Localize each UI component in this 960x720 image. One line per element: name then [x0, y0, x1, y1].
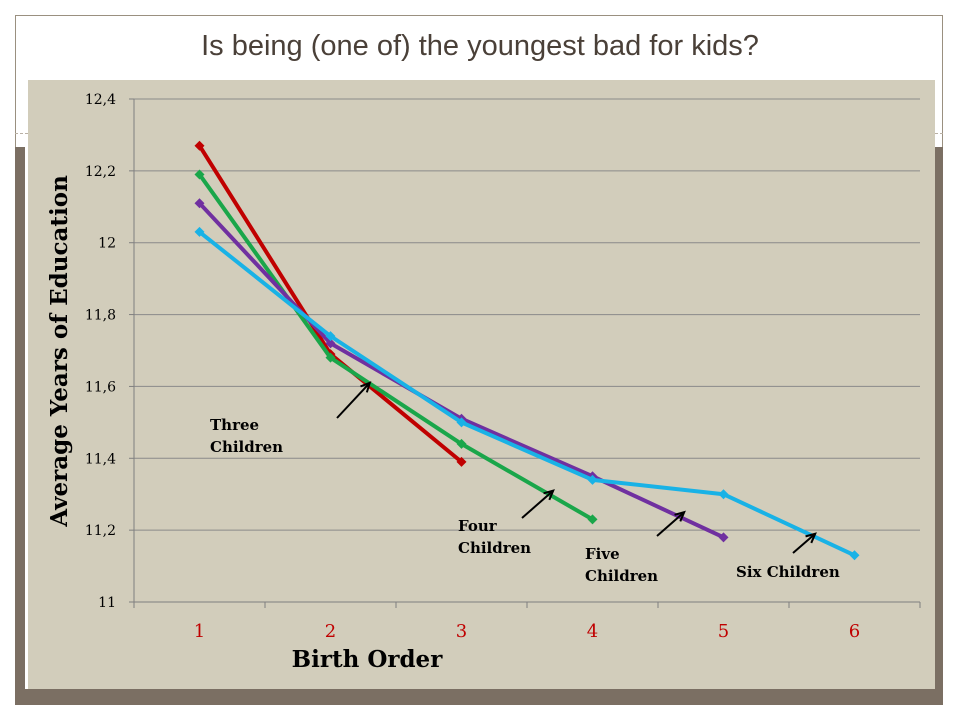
x-tick-label: 4: [587, 621, 598, 642]
series-marker-six: [456, 417, 467, 428]
chart-background: [28, 80, 935, 689]
bottom-bar: [25, 689, 943, 705]
series-marker-five: [194, 198, 205, 209]
x-tick-label: 2: [325, 621, 336, 642]
annotation-arrowhead-six: [805, 532, 817, 544]
y-axis-title: Average Years of Education: [46, 175, 73, 528]
series-marker-five: [325, 338, 336, 349]
x-tick-label: 5: [718, 621, 729, 642]
annotation-arrow-four: [521, 489, 554, 519]
annotation-label-six: Six Children: [736, 563, 840, 581]
y-tick-label: 12: [98, 236, 116, 252]
series-marker-five: [718, 532, 729, 543]
divider-left: [15, 133, 28, 134]
series-marker-three: [194, 140, 205, 151]
right-side-bar: [935, 147, 943, 689]
annotation-label-four: Children: [458, 539, 531, 557]
slide-title: Is being (one of) the youngest bad for k…: [201, 30, 759, 62]
annotation-label-five: Children: [585, 567, 658, 585]
y-tick-label: 11,4: [85, 451, 116, 467]
x-tick-label: 6: [849, 621, 860, 642]
series-marker-four: [587, 514, 598, 525]
y-tick-label: 12,2: [85, 164, 116, 180]
series-marker-four: [456, 438, 467, 449]
series-marker-six: [718, 489, 729, 500]
series-line-six: [198, 230, 856, 558]
y-tick-label: 12,4: [85, 92, 116, 108]
series-marker-six: [587, 474, 598, 485]
x-axis-title: Birth Order: [292, 646, 444, 673]
annotation-arrowhead-five: [674, 510, 686, 522]
annotation-label-three: Three: [210, 416, 259, 434]
annotation-arrow-three: [336, 382, 371, 419]
y-tick-label: 11,2: [85, 523, 116, 539]
series-line-four: [197, 173, 594, 522]
x-tick-label: 3: [456, 621, 467, 642]
series-marker-six: [325, 331, 336, 342]
annotation-arrow-five: [656, 511, 685, 537]
series-marker-three: [456, 456, 467, 467]
series-marker-four: [325, 352, 336, 363]
y-tick-label: 11,6: [85, 379, 116, 395]
left-side-bar: [15, 147, 25, 705]
x-tick-label: 1: [194, 621, 205, 642]
annotation-arrow-six: [792, 532, 816, 554]
series-marker-six: [849, 550, 860, 561]
annotation-label-five: Five: [585, 545, 620, 563]
divider-right: [935, 133, 943, 134]
annotation-label-three: Children: [210, 438, 283, 456]
annotation-label-four: Four: [458, 517, 498, 535]
annotation-arrowhead-three: [360, 381, 372, 393]
series-marker-six: [194, 226, 205, 237]
series-line-three: [197, 144, 463, 464]
annotation-arrowhead-four: [543, 489, 555, 501]
series-marker-four: [194, 169, 205, 180]
y-tick-label: 11: [98, 595, 116, 611]
y-tick-label: 11,8: [85, 308, 116, 324]
